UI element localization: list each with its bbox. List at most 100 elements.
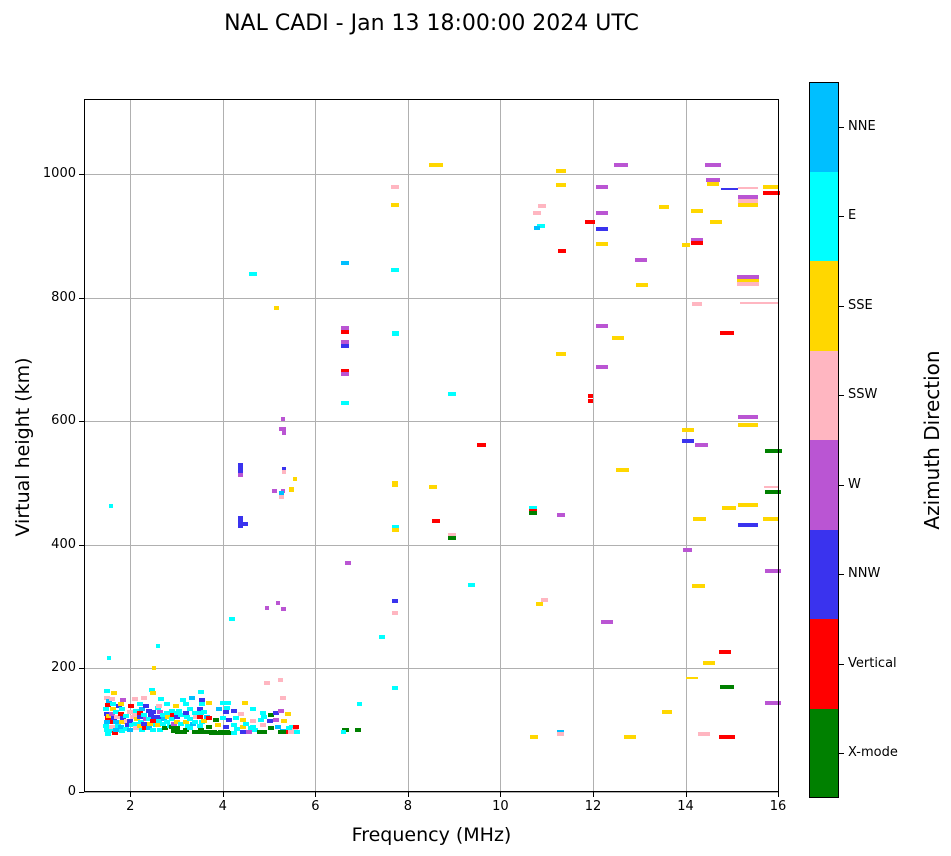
scatter-point: [237, 463, 243, 475]
scatter-point: [113, 719, 120, 724]
colorbar-tick: [839, 574, 844, 576]
scatter-point: [137, 711, 144, 716]
scatter-point: [103, 707, 110, 712]
scatter-point: [168, 717, 175, 722]
colorbar-label: Azimuth Direction: [920, 350, 944, 530]
scatter-point: [340, 343, 349, 348]
scatter-point: [157, 710, 164, 715]
scatter-point: [340, 400, 349, 405]
scatter-point: [737, 503, 758, 508]
scatter-point: [702, 661, 715, 666]
scatter-point: [528, 511, 537, 516]
scatter-point: [596, 211, 609, 216]
scatter-point: [557, 729, 565, 734]
scatter-point: [104, 728, 111, 733]
scatter-point: [122, 714, 129, 719]
y-gridline: [84, 297, 779, 299]
scatter-point: [198, 702, 205, 707]
x-tick: [315, 791, 317, 797]
scatter-point: [127, 719, 134, 724]
scatter-point: [104, 688, 111, 693]
scatter-point: [106, 699, 113, 704]
x-gridline: [592, 99, 594, 792]
scatter-point: [278, 677, 284, 682]
scatter-point: [157, 727, 164, 732]
scatter-point: [292, 476, 297, 481]
y-gridline: [84, 421, 779, 423]
scatter-point: [263, 680, 270, 685]
scatter-point: [173, 711, 180, 716]
scatter-point: [428, 163, 443, 168]
scatter-point: [692, 301, 703, 306]
scatter-point: [537, 224, 546, 229]
scatter-point: [691, 241, 704, 246]
scatter-point: [124, 722, 131, 727]
colorbar-tick-label: W: [848, 476, 861, 492]
scatter-point: [340, 371, 349, 376]
scatter-point: [156, 643, 161, 648]
x-gridline: [222, 99, 224, 792]
scatter-point: [635, 283, 648, 288]
scatter-point: [237, 515, 243, 528]
scatter-point: [765, 489, 782, 494]
scatter-point: [239, 730, 246, 735]
scatter-point: [155, 704, 162, 709]
scatter-point: [119, 729, 126, 733]
scatter-point: [246, 729, 253, 734]
scatter-point: [131, 696, 138, 701]
scatter-point: [164, 711, 171, 716]
scatter-point: [354, 727, 361, 732]
scatter-point: [118, 724, 125, 729]
scatter-point: [447, 533, 456, 538]
scatter-point: [226, 717, 233, 722]
colorbar-tick-label: NNW: [848, 566, 881, 582]
scatter-point: [175, 729, 188, 734]
scatter-point: [391, 203, 400, 208]
scatter-point: [681, 427, 694, 432]
scatter-point: [182, 702, 189, 707]
scatter-point: [274, 306, 280, 311]
x-tick-label: 14: [677, 798, 694, 814]
x-tick-label: 6: [311, 798, 320, 814]
scatter-point: [467, 583, 475, 588]
scatter-point: [148, 712, 155, 717]
scatter-point: [278, 709, 285, 714]
scatter-point: [589, 220, 595, 225]
scatter-point: [132, 708, 139, 713]
colorbar-tick-label: X-mode: [848, 745, 898, 761]
scatter-point: [137, 719, 144, 724]
colorbar-segment: [809, 82, 839, 172]
scatter-point: [164, 702, 171, 707]
scatter-point: [528, 508, 537, 513]
colorbar-tick: [839, 126, 844, 128]
colorbar-frame: [809, 82, 839, 798]
scatter-point: [118, 711, 125, 716]
scatter-point: [624, 734, 636, 739]
scatter-point: [104, 719, 111, 724]
scatter-point: [391, 185, 400, 190]
scatter-point: [691, 237, 704, 242]
scatter-point: [171, 729, 178, 733]
scatter-point: [705, 163, 722, 168]
scatter-point: [168, 708, 175, 713]
scatter-point: [686, 676, 699, 679]
scatter-point: [201, 710, 208, 715]
scatter-point: [182, 719, 189, 724]
scatter-point: [279, 696, 286, 701]
scatter-point: [128, 723, 135, 728]
scatter-point: [156, 719, 163, 724]
scatter-point: [391, 481, 398, 488]
scatter-point: [196, 724, 203, 729]
scatter-point: [242, 721, 249, 726]
scatter-point: [192, 715, 199, 720]
scatter-point: [224, 706, 231, 711]
scatter-point: [239, 717, 246, 722]
scatter-point: [720, 188, 738, 191]
scatter-point: [138, 728, 145, 733]
scatter-point: [596, 184, 609, 189]
scatter-point: [613, 163, 628, 168]
scatter-point: [150, 727, 157, 732]
scatter-point: [681, 438, 694, 443]
scatter-point: [111, 716, 118, 721]
y-tick-label: 200: [51, 660, 76, 676]
